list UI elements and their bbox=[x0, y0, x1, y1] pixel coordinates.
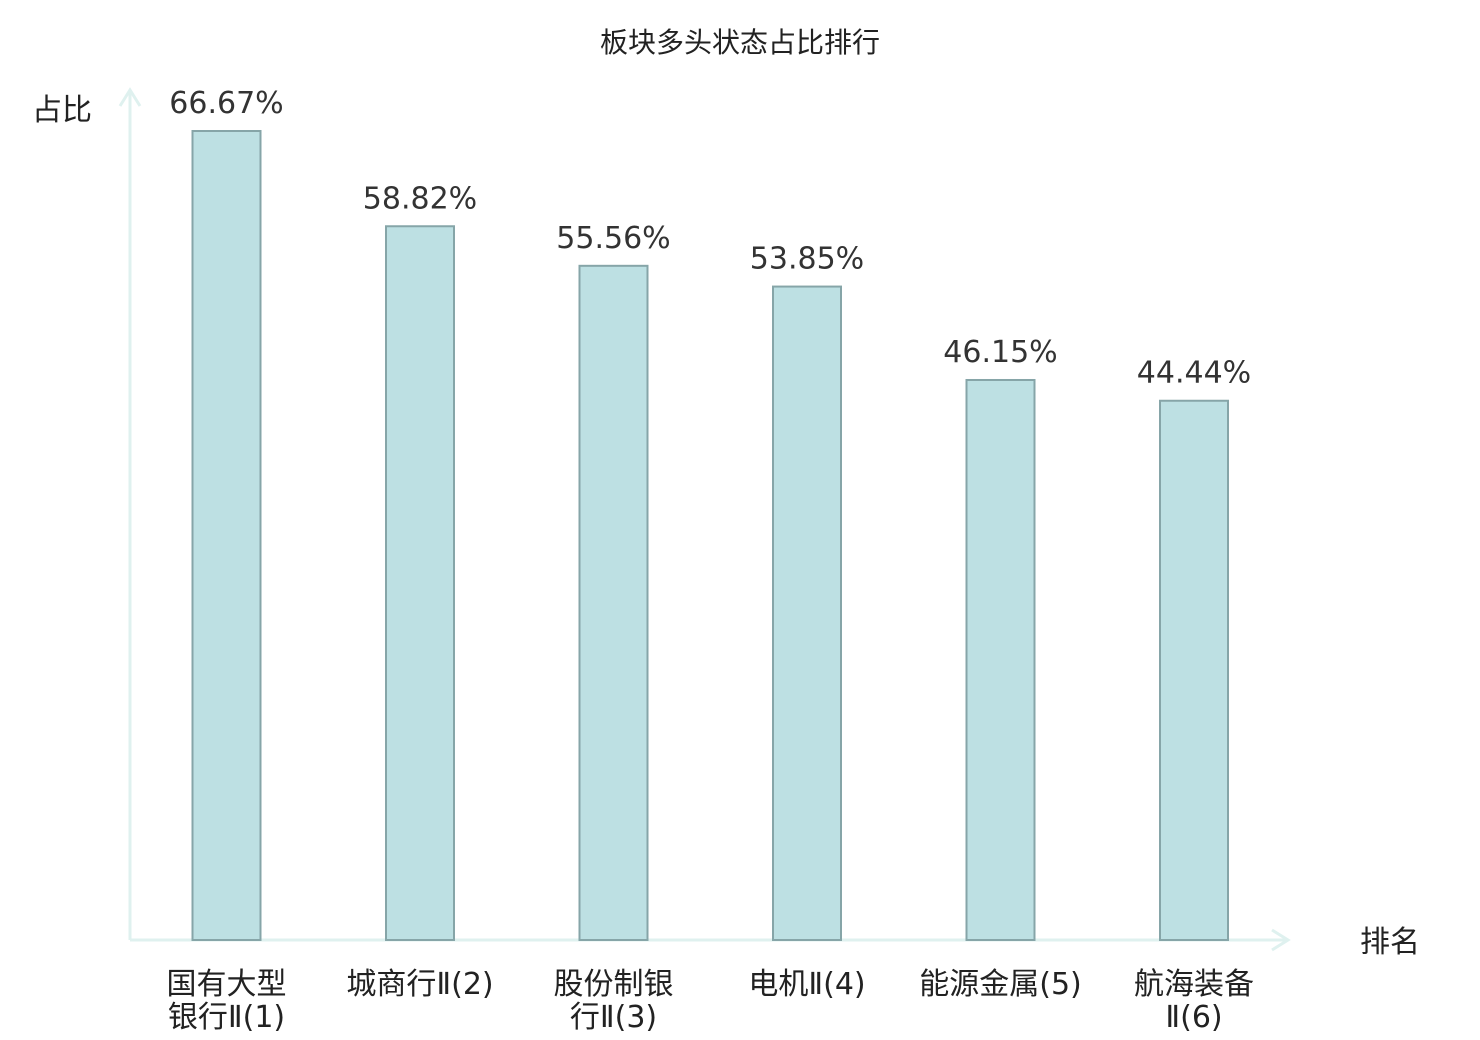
category-label: 航海装备 bbox=[1134, 967, 1254, 1002]
category-label: 行Ⅱ(3) bbox=[570, 1000, 657, 1035]
category-label: 国有大型 bbox=[167, 967, 287, 1002]
x-axis-name: 排名 bbox=[1360, 925, 1420, 960]
y-axis-name: 占比 bbox=[32, 93, 92, 128]
bar bbox=[191, 130, 262, 941]
category-label: 能源金属(5) bbox=[919, 967, 1082, 1002]
bar-value-label: 55.56% bbox=[556, 221, 670, 256]
bar bbox=[965, 378, 1036, 941]
category-label: Ⅱ(6) bbox=[1165, 1000, 1222, 1035]
bar bbox=[772, 285, 842, 941]
chart-title: 板块多头状态占比排行 bbox=[600, 26, 880, 59]
y-axis-arrow-icon bbox=[118, 87, 142, 107]
bar bbox=[578, 264, 649, 941]
bar-value-label: 46.15% bbox=[943, 335, 1057, 370]
x-axis-arrow-icon bbox=[1271, 928, 1291, 952]
bar-value-label: 53.85% bbox=[750, 242, 864, 277]
bar-value-label: 44.44% bbox=[1137, 356, 1251, 391]
category-label: 电机Ⅱ(4) bbox=[748, 967, 865, 1002]
bar-value-label: 66.67% bbox=[169, 86, 283, 121]
category-label: 股份制银 bbox=[554, 967, 674, 1002]
bar-value-label: 58.82% bbox=[363, 181, 477, 216]
bar bbox=[1159, 399, 1229, 941]
category-label: 城商行Ⅱ(2) bbox=[346, 967, 493, 1002]
bar bbox=[385, 225, 455, 941]
category-label: 银行Ⅱ(1) bbox=[168, 1000, 285, 1035]
